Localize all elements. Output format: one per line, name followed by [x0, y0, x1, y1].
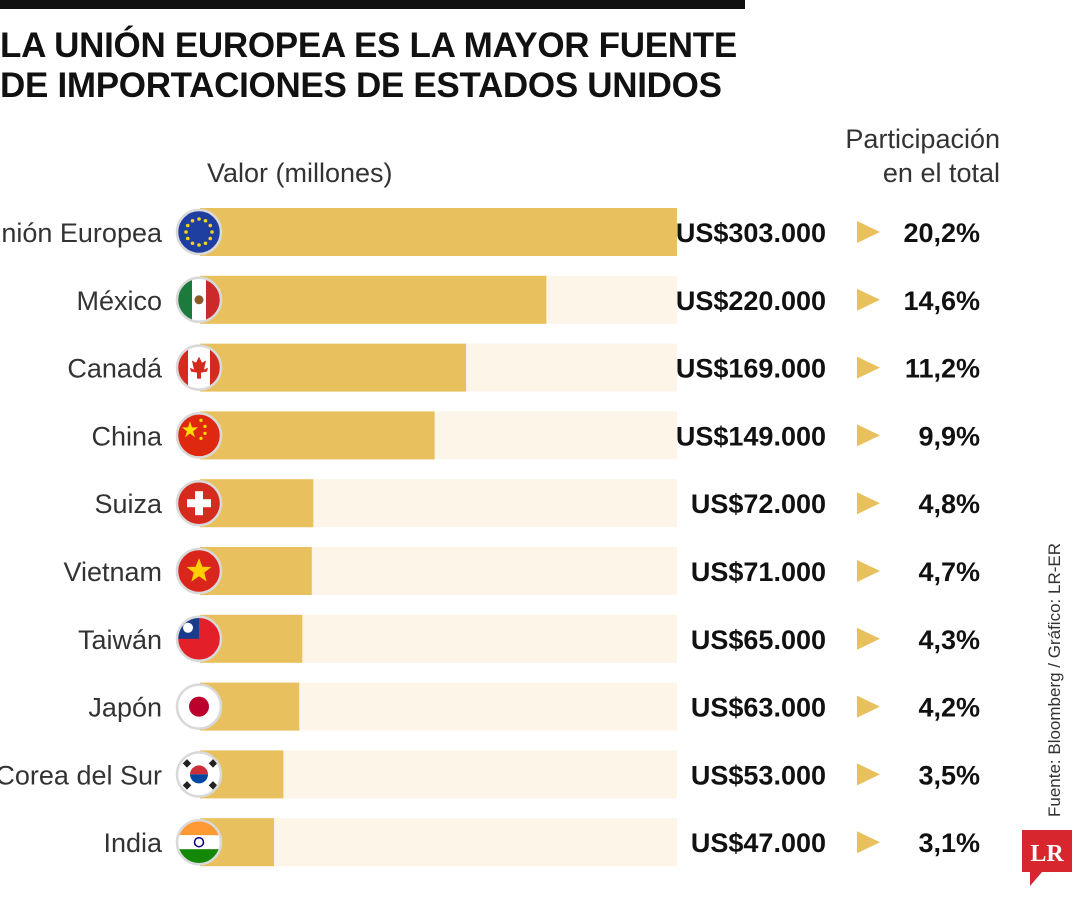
- bar-chart: Unión Europea US$303.000 20,2% México US$220…: [0, 208, 980, 867]
- share-label: 4,7%: [918, 557, 980, 587]
- bar: [200, 208, 677, 256]
- share-label: 3,5%: [918, 760, 980, 790]
- canada-flag-icon: [175, 344, 223, 391]
- share-column-header: Participación en el total: [840, 122, 1000, 190]
- share-label: 11,2%: [905, 354, 980, 384]
- arrow-icon: [857, 424, 880, 447]
- chart-title: LA UNIÓN EUROPEA ES LA MAYOR FUENTE DE I…: [0, 26, 760, 106]
- south-korea-flag-icon: [175, 751, 223, 798]
- share-label: 4,2%: [918, 693, 980, 723]
- share-header-line-2: en el total: [882, 158, 1000, 188]
- arrow-icon: [857, 627, 880, 650]
- source-note: Fuente: Bloomberg / Gráfico: LR-ER: [1045, 542, 1064, 818]
- arrow-icon: [857, 492, 880, 515]
- value-label: US$72.000: [691, 489, 826, 519]
- category-label: Suiza: [94, 489, 163, 519]
- china-flag-icon: [175, 412, 223, 459]
- bar: [200, 411, 435, 460]
- category-label: México: [76, 286, 162, 316]
- arrow-icon: [857, 695, 880, 718]
- title-line-1: LA UNIÓN EUROPEA ES LA MAYOR FUENTE: [0, 26, 737, 65]
- arrow-icon: [857, 560, 880, 582]
- category-label: Canadá: [67, 354, 163, 384]
- value-label: US$65.000: [691, 625, 826, 655]
- lr-logo: LR: [1022, 830, 1072, 886]
- share-label: 20,2%: [903, 218, 980, 248]
- value-label: US$149.000: [676, 421, 826, 451]
- category-label: Japón: [88, 693, 162, 723]
- taiwan-flag-icon: [175, 615, 223, 663]
- category-label: Unión Europea: [0, 218, 163, 248]
- value-label: US$169.000: [676, 354, 826, 384]
- category-label: Vietnam: [63, 557, 162, 587]
- value-label: US$71.000: [691, 557, 826, 587]
- value-label: US$63.000: [691, 693, 826, 723]
- value-label: US$220.000: [676, 286, 826, 316]
- eu-flag-icon: [175, 208, 223, 256]
- category-label: Taiwán: [78, 625, 162, 655]
- bar: [200, 275, 547, 324]
- logo-text: LR: [1030, 841, 1064, 867]
- value-column-header: Valor (millones): [207, 158, 393, 188]
- arrow-icon: [857, 288, 880, 311]
- bar-track: [200, 818, 677, 867]
- switzerland-flag-icon: [175, 479, 223, 527]
- title-line-2: DE IMPORTACIONES DE ESTADOS UNIDOS: [0, 66, 722, 105]
- arrow-icon: [857, 356, 880, 379]
- japan-flag-icon: [175, 683, 223, 730]
- value-label: US$47.000: [691, 828, 826, 858]
- category-label: China: [91, 421, 163, 451]
- share-label: 9,9%: [918, 421, 980, 451]
- share-label: 4,8%: [918, 489, 980, 519]
- india-flag-icon: [175, 818, 223, 866]
- arrow-icon: [857, 831, 880, 854]
- value-label: US$53.000: [691, 760, 826, 790]
- share-label: 14,6%: [903, 286, 980, 316]
- mexico-flag-icon: [175, 276, 223, 324]
- value-label: US$303.000: [676, 218, 826, 248]
- category-label: India: [103, 828, 163, 858]
- category-label: Corea del Sur: [0, 760, 162, 790]
- share-header-line-1: Participación: [845, 124, 1000, 154]
- bar: [200, 343, 466, 392]
- top-rule: [0, 0, 745, 9]
- arrow-icon: [857, 763, 880, 786]
- share-label: 4,3%: [918, 625, 980, 655]
- share-label: 3,1%: [918, 828, 980, 858]
- vietnam-flag-icon: [175, 547, 223, 595]
- arrow-icon: [857, 221, 880, 243]
